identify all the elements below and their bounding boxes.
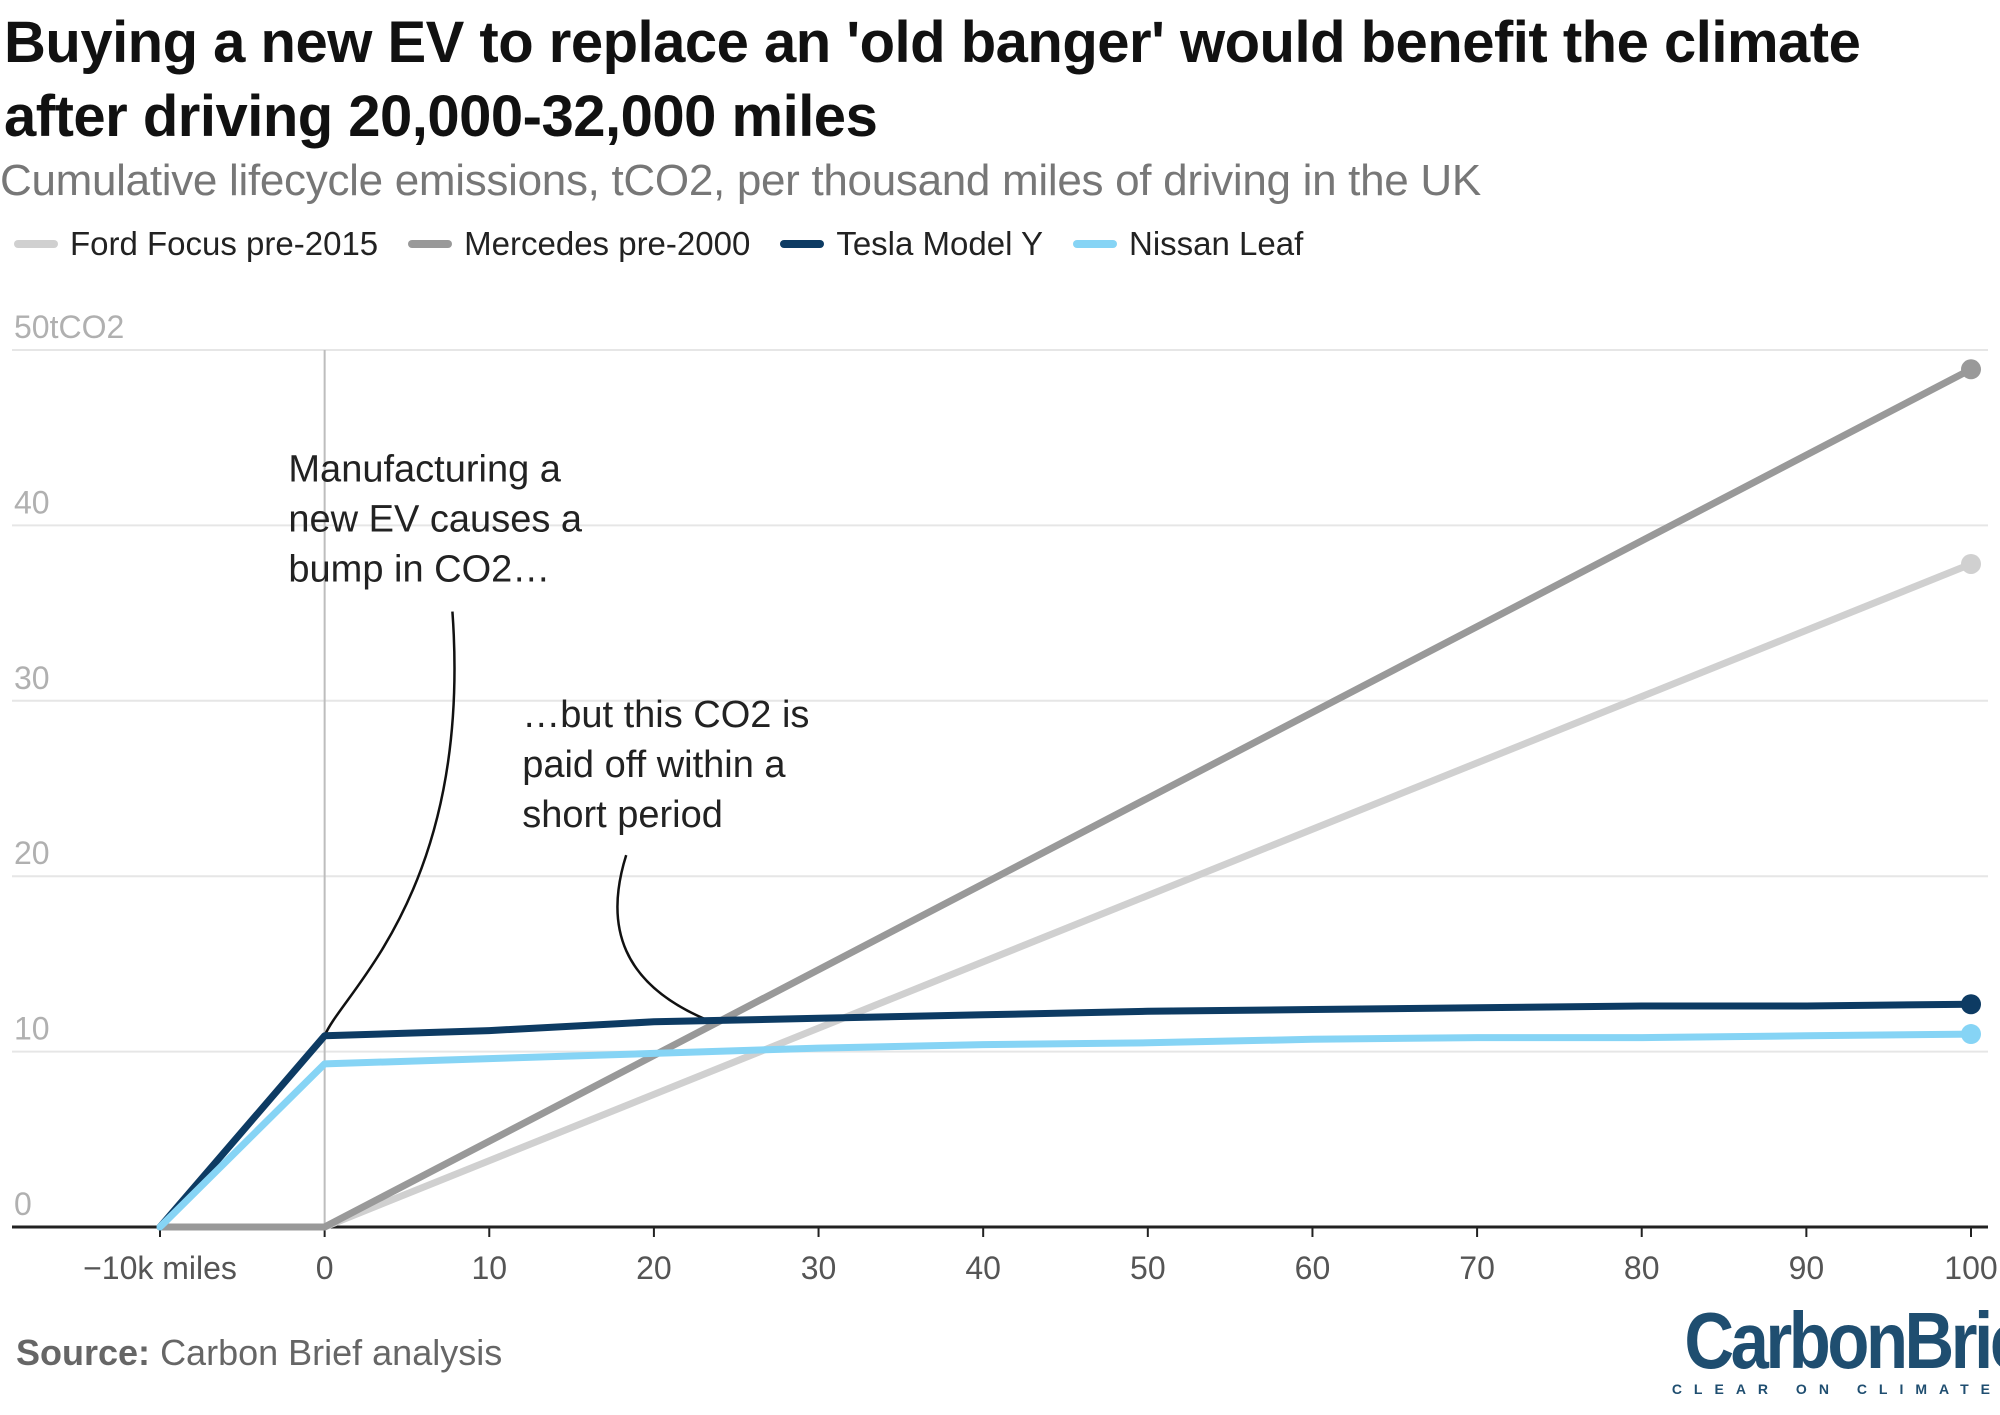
chart-legend: Ford Focus pre-2015 Mercedes pre-2000 Te… <box>14 222 1333 266</box>
x-tick-label: 90 <box>1789 1250 1825 1286</box>
legend-label-leaf: Nissan Leaf <box>1128 225 1304 262</box>
series-line-tesla <box>156 1000 1975 1231</box>
y-tick-label: 10 <box>14 1011 50 1047</box>
y-tick-label: 40 <box>14 484 50 520</box>
annotation-text: new EV causes a <box>288 499 582 541</box>
tick-labels: 0 10 20 30 40 50tCO2 −10k miles 0 10 20 30 40 50 60 70… <box>14 309 1998 1286</box>
annotation-text: bump in CO2… <box>288 549 550 591</box>
legend-label-mercedes: Mercedes pre-2000 <box>464 225 751 262</box>
annotation-leader-line <box>323 611 456 1037</box>
legend-swatch-tesla <box>780 240 825 248</box>
annotation-text: short period <box>522 794 723 836</box>
x-tick-label: 60 <box>1295 1250 1331 1286</box>
annotation-text: paid off within a <box>522 744 786 786</box>
series-end-marker-tesla <box>1961 994 1981 1015</box>
series-end-marker-ford <box>1961 553 1981 574</box>
series-end-marker-mercedes <box>1961 359 1981 380</box>
x-tick-label: 80 <box>1624 1250 1660 1286</box>
chart-subtitle: Cumulative lifecycle emissions, tCO2, pe… <box>0 156 1481 205</box>
series-line-mercedes <box>156 365 1975 1231</box>
legend-item-leaf: Nissan Leaf <box>1072 225 1304 263</box>
series-line-ford <box>156 560 1975 1231</box>
logo-tagline: CLEAR ON CLIMATE <box>1671 1381 2000 1397</box>
annotation-text: …but this CO2 is <box>522 694 809 736</box>
legend-label-ford: Ford Focus pre-2015 <box>70 225 379 262</box>
x-tick-label: −10k miles <box>83 1250 237 1286</box>
gridlines <box>12 349 1988 1053</box>
x-tick-label: 30 <box>801 1250 837 1286</box>
y-tick-label: 50tCO2 <box>14 309 124 345</box>
source-note: Source: Carbon Brief analysis <box>16 1332 502 1374</box>
source-label: Source: <box>16 1332 151 1373</box>
x-tick-label: 10 <box>471 1250 507 1286</box>
legend-item-ford: Ford Focus pre-2015 <box>14 225 378 263</box>
legend-label-tesla: Tesla Model Y <box>836 225 1043 262</box>
source-text: Carbon Brief analysis <box>160 1332 503 1373</box>
x-tick-label: 40 <box>965 1250 1001 1286</box>
chart-title: Buying a new EV to replace an 'old bange… <box>4 10 1861 149</box>
y-tick-label: 0 <box>14 1186 32 1222</box>
annotation-text: Manufacturing a <box>288 449 561 491</box>
x-tick-label: 0 <box>316 1250 334 1286</box>
legend-item-mercedes: Mercedes pre-2000 <box>408 225 750 263</box>
legend-swatch-leaf <box>1072 240 1117 248</box>
annotation-leader-line <box>616 854 712 1023</box>
x-tick-label: 70 <box>1459 1250 1495 1286</box>
x-tick-label: 50 <box>1130 1250 1166 1286</box>
x-tick-label: 20 <box>636 1250 672 1286</box>
series-end-marker-leaf <box>1961 1024 1981 1045</box>
series-line-leaf <box>156 1030 1975 1231</box>
legend-swatch-ford <box>14 240 58 248</box>
x-tick-label: 100 <box>1944 1250 1997 1286</box>
y-tick-label: 20 <box>14 835 50 871</box>
legend-item-tesla: Tesla Model Y <box>780 225 1043 263</box>
y-tick-label: 30 <box>14 660 50 696</box>
annotations: Manufacturing a new EV causes a bump in CO… <box>288 449 809 1037</box>
series-lines <box>156 359 1981 1231</box>
legend-swatch-mercedes <box>408 240 453 248</box>
